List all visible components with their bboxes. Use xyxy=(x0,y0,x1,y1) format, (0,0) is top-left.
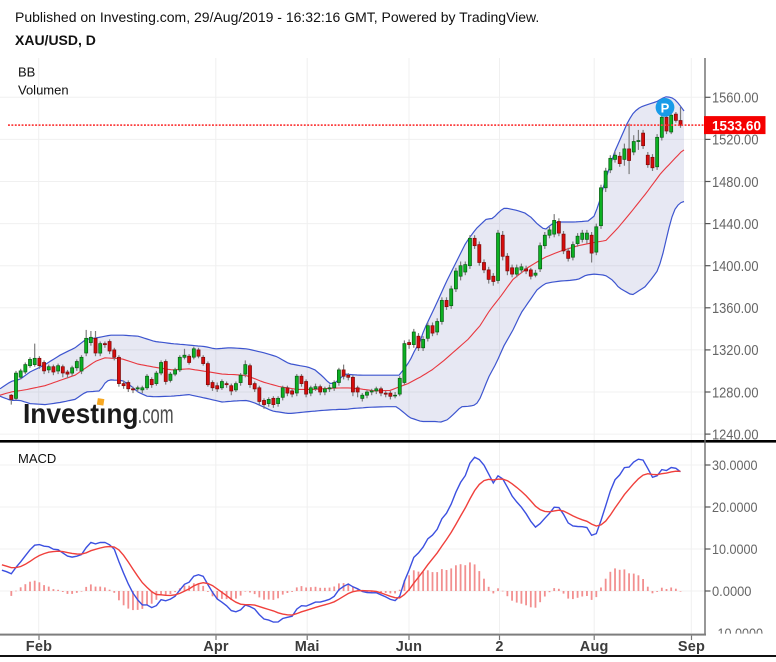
svg-text:1480.00: 1480.00 xyxy=(712,174,759,191)
svg-text:20.0000: 20.0000 xyxy=(712,499,758,515)
svg-text:Aug: Aug xyxy=(580,639,609,655)
svg-text:Investıng: Investıng xyxy=(23,398,139,429)
svg-text:Published on Investing.com, 29: Published on Investing.com, 29/Aug/2019 … xyxy=(15,9,539,25)
svg-text:Sep: Sep xyxy=(678,639,705,655)
svg-text:BB: BB xyxy=(18,65,35,80)
svg-text:0.0000: 0.0000 xyxy=(712,583,752,599)
svg-text:.com: .com xyxy=(138,399,174,429)
svg-text:Volumen: Volumen xyxy=(18,83,69,98)
svg-text:1560.00: 1560.00 xyxy=(712,90,759,107)
svg-text:1320.00: 1320.00 xyxy=(712,342,759,359)
svg-text:Feb: Feb xyxy=(26,639,52,655)
svg-text:30.0000: 30.0000 xyxy=(712,457,758,473)
svg-text:1240.00: 1240.00 xyxy=(712,426,759,443)
svg-text:10.0000: 10.0000 xyxy=(712,541,758,557)
svg-text:Apr: Apr xyxy=(203,639,229,655)
svg-text:Mai: Mai xyxy=(295,639,320,655)
svg-text:10.0000: 10.0000 xyxy=(718,625,764,641)
svg-text:1280.00: 1280.00 xyxy=(712,384,759,401)
svg-text:XAU/USD, D: XAU/USD, D xyxy=(15,32,96,48)
svg-text:1360.00: 1360.00 xyxy=(712,300,759,317)
svg-text:1400.00: 1400.00 xyxy=(712,258,759,275)
svg-text:P: P xyxy=(661,100,670,115)
svg-text:2: 2 xyxy=(495,639,503,655)
svg-text:1440.00: 1440.00 xyxy=(712,216,759,233)
svg-text:1533.60: 1533.60 xyxy=(712,117,761,133)
svg-text:1520.00: 1520.00 xyxy=(712,132,759,149)
svg-text:Jun: Jun xyxy=(396,639,422,655)
svg-text:MACD: MACD xyxy=(18,451,56,466)
